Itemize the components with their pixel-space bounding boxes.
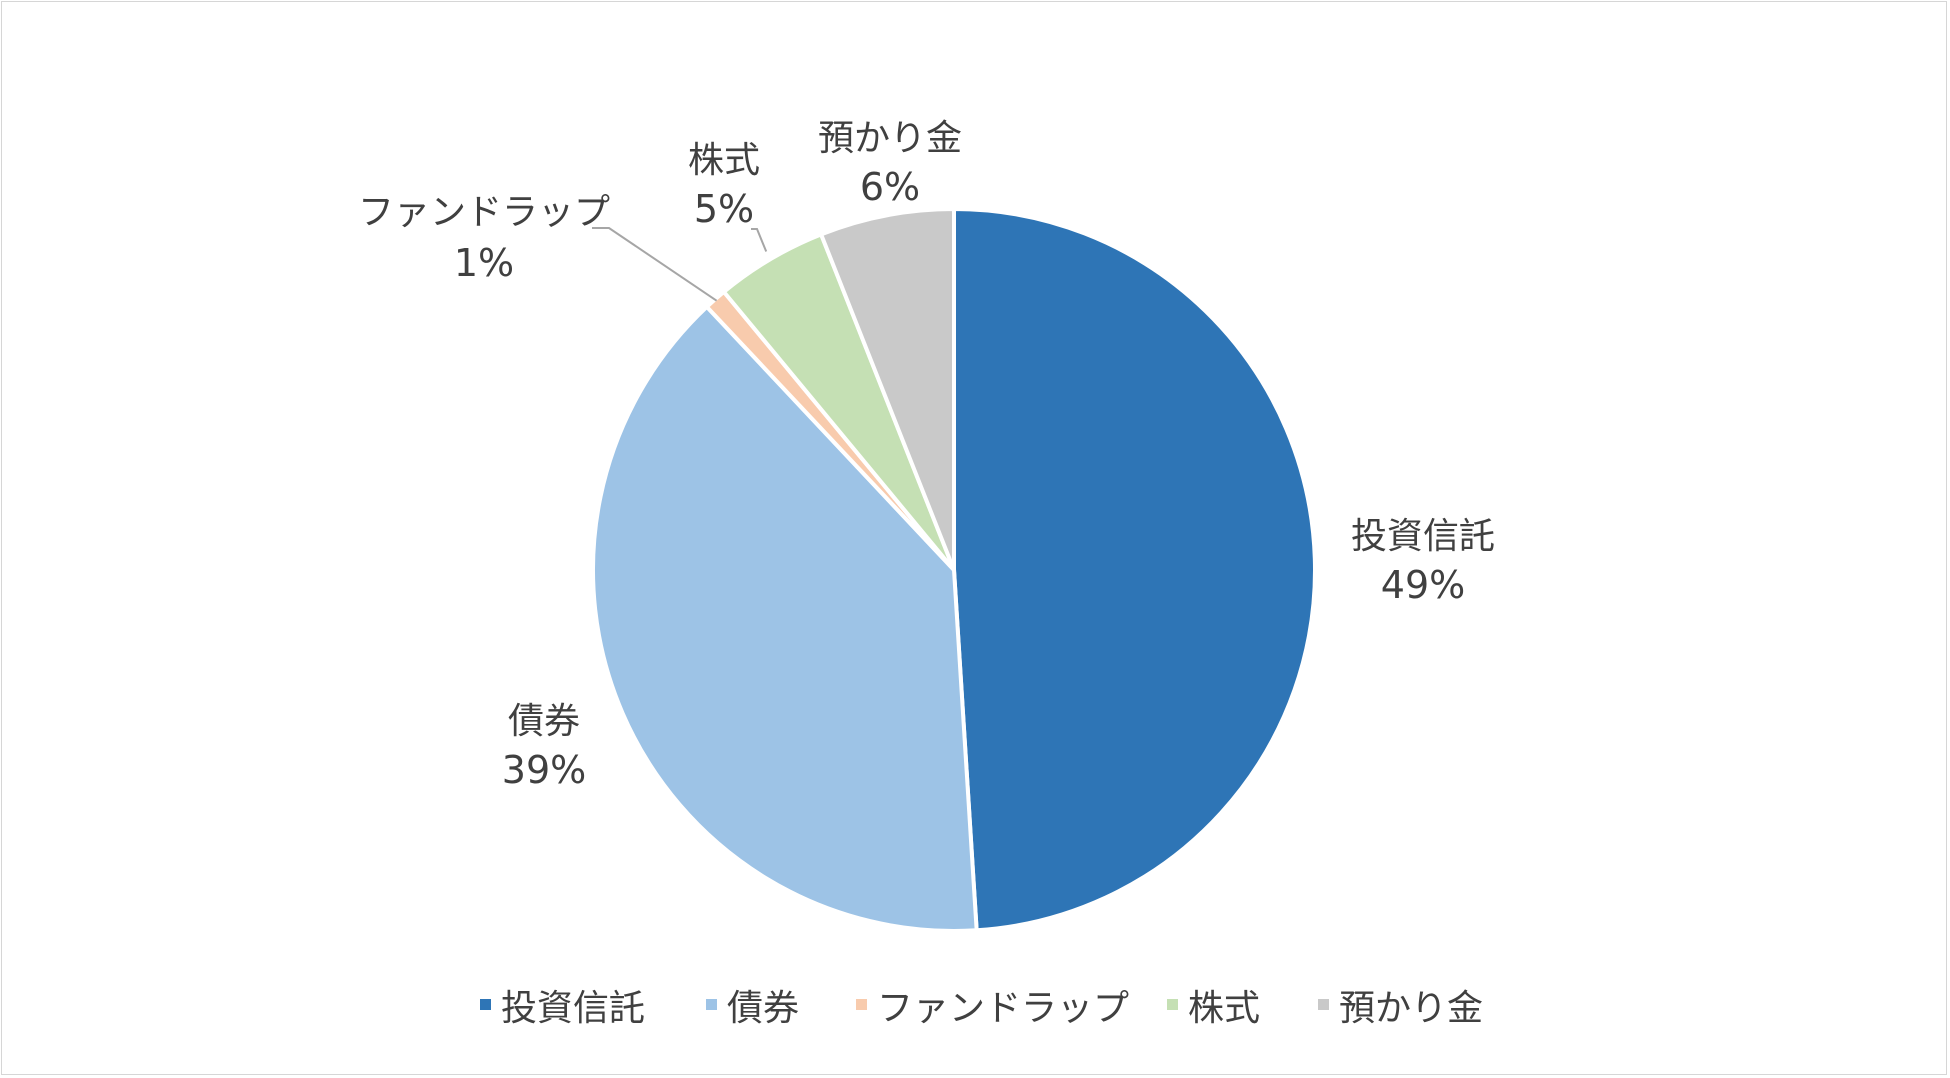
legend-swatch-0 bbox=[480, 999, 491, 1010]
legend: 投資信託 債券 ファンドラップ 株式 預かり金 bbox=[480, 988, 1483, 1029]
data-label-name-2: ファンドラップ bbox=[358, 192, 610, 233]
pie-slice-1 bbox=[591, 304, 979, 933]
data-label-name-4: 預かり金 bbox=[818, 118, 962, 159]
pie-slice-0 bbox=[952, 207, 1317, 933]
data-label-name-1: 債券 bbox=[508, 701, 580, 742]
legend-label-3: 株式 bbox=[1188, 988, 1260, 1029]
legend-swatch-4 bbox=[1318, 999, 1329, 1010]
legend-label-4: 預かり金 bbox=[1339, 988, 1483, 1029]
leader-lines bbox=[592, 227, 768, 302]
data-label-value-4: 6% bbox=[860, 165, 920, 209]
legend-label-0: 投資信託 bbox=[501, 988, 645, 1029]
data-label-name-3: 株式 bbox=[688, 140, 760, 181]
legend-swatch-3 bbox=[1167, 999, 1178, 1010]
legend-swatch-2 bbox=[856, 999, 867, 1010]
pie-slices bbox=[591, 207, 1317, 933]
legend-label-1: 債券 bbox=[727, 988, 799, 1029]
data-label-value-2: 1% bbox=[454, 241, 514, 285]
leader-line-3 bbox=[751, 228, 768, 252]
leader-line-2 bbox=[592, 227, 718, 302]
data-label-value-1: 39% bbox=[502, 748, 586, 792]
pie-slice-4 bbox=[819, 207, 956, 572]
data-label-value-3: 5% bbox=[694, 187, 754, 231]
data-label-name-0: 投資信託 bbox=[1351, 516, 1495, 557]
legend-label-2: ファンドラップ bbox=[877, 988, 1129, 1029]
legend-swatch-1 bbox=[706, 999, 717, 1010]
data-label-value-0: 49% bbox=[1381, 563, 1465, 607]
